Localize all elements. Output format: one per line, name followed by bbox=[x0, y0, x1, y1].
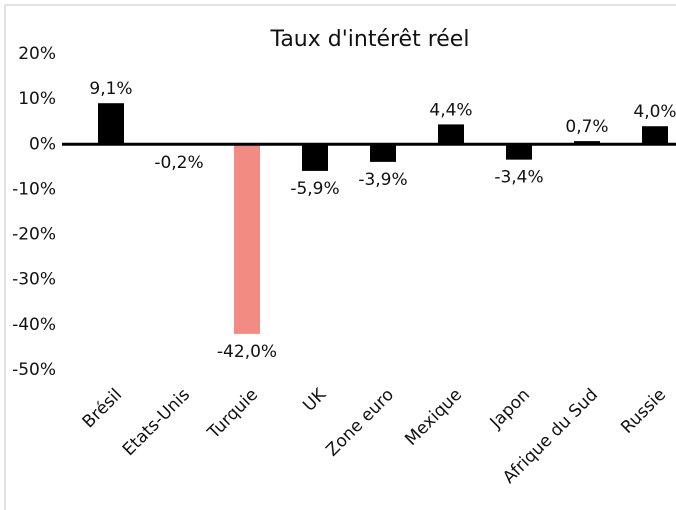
value-label: 0,7% bbox=[565, 117, 608, 137]
bar bbox=[370, 144, 396, 162]
value-label: 4,4% bbox=[429, 100, 472, 120]
x-tick-label: Russie bbox=[617, 385, 670, 438]
y-tick-label: -30% bbox=[12, 270, 56, 290]
value-label: 9,1% bbox=[89, 79, 132, 99]
bar bbox=[574, 141, 600, 145]
value-label: 4,0% bbox=[633, 102, 676, 122]
bar bbox=[234, 144, 260, 334]
y-tick-label: -20% bbox=[12, 225, 56, 245]
value-label: -5,9% bbox=[290, 179, 339, 199]
value-label: -42,0% bbox=[217, 342, 277, 362]
bar bbox=[506, 144, 532, 160]
x-tick-label: Zone euro bbox=[322, 385, 398, 461]
x-tick-label: Brésil bbox=[79, 385, 126, 432]
value-label: -0,2% bbox=[154, 153, 203, 173]
chart-border bbox=[4, 4, 676, 510]
bar bbox=[302, 144, 328, 171]
bar bbox=[438, 124, 464, 145]
bar bbox=[98, 103, 124, 145]
bar bbox=[642, 126, 668, 145]
chart-title: Taux d'intérêt réel bbox=[270, 27, 470, 52]
value-label: -3,9% bbox=[358, 170, 407, 190]
y-tick-label: 20% bbox=[18, 44, 56, 64]
x-tick-label: Japon bbox=[486, 385, 534, 433]
y-tick-label: -10% bbox=[12, 179, 56, 199]
x-tick-label: Turquie bbox=[203, 385, 262, 444]
y-tick-label: -40% bbox=[12, 315, 56, 335]
y-tick-label: -50% bbox=[12, 360, 56, 380]
x-tick-label: Mexique bbox=[401, 385, 466, 450]
y-tick-label: 10% bbox=[18, 89, 56, 109]
value-label: -3,4% bbox=[494, 168, 543, 188]
x-tick-label: Etats-Unis bbox=[119, 385, 194, 460]
y-tick-label: 0% bbox=[29, 134, 56, 154]
x-tick-label: UK bbox=[299, 384, 330, 415]
